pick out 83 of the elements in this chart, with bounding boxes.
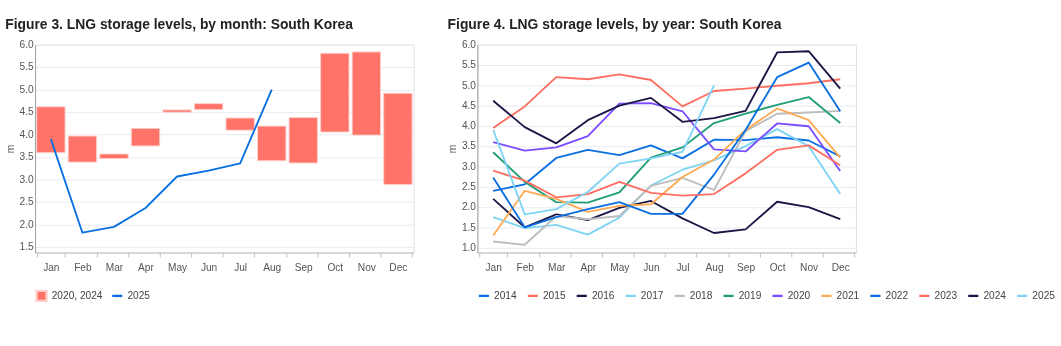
x-tick-label: Jun (643, 262, 660, 274)
y-tick-label: 5.5 (461, 59, 477, 71)
x-tick-label: May (167, 262, 189, 274)
legend-label: 2025 (127, 289, 151, 301)
legend-label: 2025 (1032, 289, 1056, 301)
line-series (492, 144, 842, 199)
y-tick-label: 6.0 (461, 38, 477, 50)
y-tick-label: 4.5 (19, 106, 35, 118)
bar (130, 127, 161, 147)
x-tick-label: Jan (485, 262, 502, 274)
y-tick-label: 4.5 (461, 99, 477, 111)
line-series (49, 88, 273, 234)
y-tick-label: 6.0 (19, 38, 35, 50)
legend-label: 2014 (494, 289, 517, 301)
y-tick-label: 1.5 (19, 241, 35, 253)
line-series (492, 61, 842, 229)
legend-label: 2016 (591, 289, 615, 301)
x-tick-label: Sep (737, 262, 756, 274)
bar (99, 153, 129, 159)
line-series (492, 50, 842, 145)
bar (193, 103, 224, 110)
x-tick-label: Aug (263, 262, 282, 274)
chart-title: Figure 3. LNG storage levels, by month: South Korea (5, 16, 354, 33)
x-tick-label: Apr (138, 262, 155, 274)
bar (36, 106, 66, 154)
y-tick-label: 3.5 (461, 140, 477, 152)
x-tick-label: Feb (516, 262, 535, 274)
legend-label: 2021 (836, 289, 860, 301)
y-tick-label: 3.5 (19, 151, 35, 163)
y-tick-label: 2.0 (19, 218, 35, 230)
y-tick-label: 3.0 (461, 160, 477, 172)
x-tick-label: Jul (676, 262, 690, 274)
legend-label: 2015 (542, 289, 566, 301)
x-tick-label: Nov (357, 262, 377, 274)
x-tick-label: Aug (705, 262, 724, 274)
y-tick-label: 1.0 (461, 241, 477, 253)
y-axis-title: m (5, 144, 17, 154)
legend-label: 2022 (885, 289, 909, 301)
line-series (492, 198, 842, 234)
bar (320, 52, 350, 133)
y-tick-label: 1.5 (461, 221, 477, 233)
y-tick-label: 5.0 (19, 83, 35, 95)
bar (351, 51, 382, 136)
x-tick-label: Dec (389, 262, 408, 274)
y-tick-label: 3.0 (19, 173, 35, 185)
line-series (492, 84, 715, 216)
x-tick-label: Nov (800, 262, 820, 274)
line-series (492, 102, 842, 172)
legend-label: 2019 (738, 289, 762, 301)
legend-label: 2018 (689, 289, 713, 301)
bar (67, 135, 98, 163)
bar (162, 109, 192, 113)
chart-title: Figure 4. LNG storage levels, by year: South Korea (447, 16, 782, 33)
y-tick-label: 2.0 (461, 201, 477, 213)
x-tick-label: Jan (43, 262, 60, 274)
line-series (492, 73, 842, 129)
x-tick-label: Sep (294, 262, 314, 274)
x-tick-label: Dec (831, 262, 850, 274)
y-tick-label: 2.5 (19, 196, 35, 208)
x-tick-label: Mar (105, 262, 124, 274)
y-axis-title: m (447, 144, 459, 154)
x-tick-label: Apr (580, 262, 597, 274)
line-series (492, 96, 842, 204)
bar (225, 117, 255, 131)
legend-label: 2024 (983, 289, 1007, 301)
x-tick-label: Mar (548, 262, 567, 274)
bar (383, 92, 413, 186)
y-tick-label: 5.5 (19, 61, 35, 73)
x-tick-label: Oct (769, 262, 786, 274)
x-tick-label: Jul (234, 262, 248, 274)
legend-label: 2017 (640, 289, 664, 301)
y-tick-label: 4.0 (461, 120, 477, 132)
legend-label: 2020, 2024 (51, 289, 103, 301)
y-tick-label: 2.5 (461, 180, 477, 192)
y-tick-label: 4.0 (19, 128, 35, 140)
x-tick-label: Jun (200, 262, 218, 274)
legend-label: 2020 (787, 289, 811, 301)
x-tick-label: May (610, 262, 631, 274)
line-series (492, 128, 842, 236)
x-tick-label: Oct (327, 262, 344, 274)
legend-label: 2023 (934, 289, 958, 301)
x-tick-label: Feb (74, 262, 92, 274)
y-tick-label: 5.0 (461, 79, 477, 91)
